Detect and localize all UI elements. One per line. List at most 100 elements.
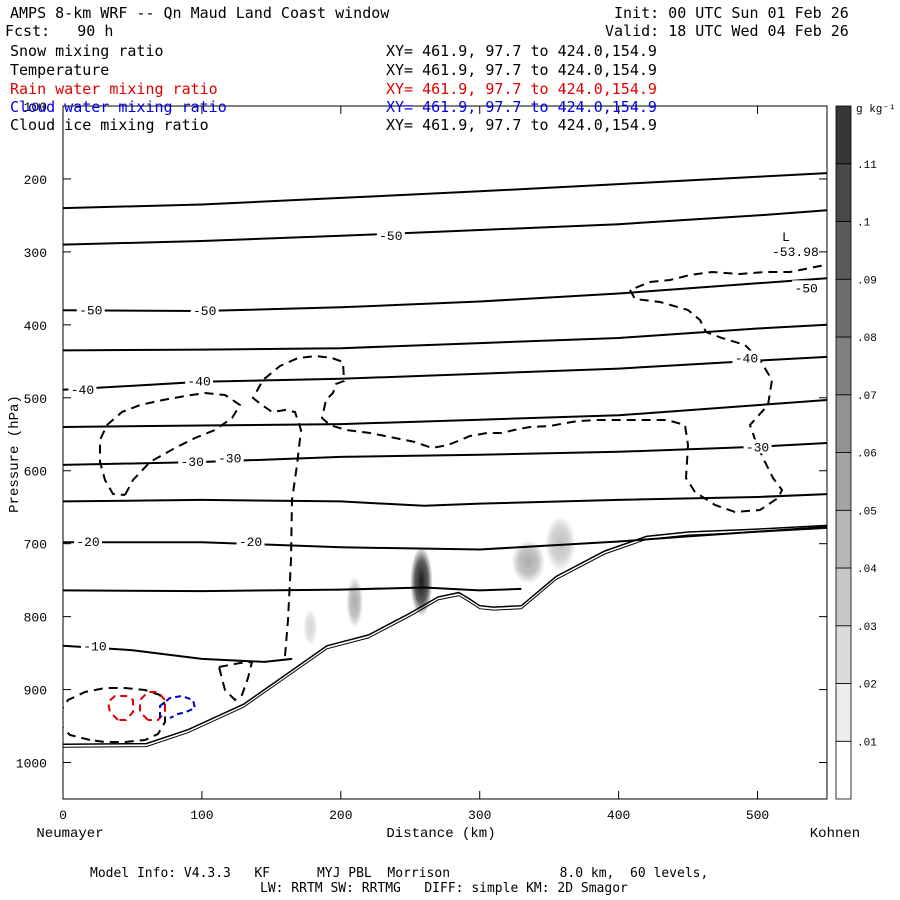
y-tick-label-600: 600 bbox=[24, 465, 47, 480]
isotherm-5 bbox=[63, 399, 827, 428]
cloud-water-contour-1 bbox=[159, 694, 197, 719]
temp-label-6: -40 bbox=[735, 351, 758, 366]
temperature-contour-labels: -50 -50 -50 -50 -40 -40 -40 -30 -30 -30 -20 -20 -10 bbox=[68, 227, 821, 655]
temp-label-4: -40 bbox=[71, 383, 94, 398]
temp-label-11: -20 bbox=[239, 535, 262, 550]
y-tick-label-400: 400 bbox=[24, 319, 47, 334]
x-right-endpoint: Kohnen bbox=[810, 826, 860, 842]
valid-time: Valid: 18 UTC Wed 04 Feb 26 bbox=[605, 22, 849, 40]
snow-shade-blob-2 bbox=[511, 540, 546, 584]
field-name-cloud-water: Cloud water mixing ratio bbox=[10, 98, 227, 116]
cloud-ice-contours bbox=[63, 264, 827, 743]
x-tick-label-400: 400 bbox=[607, 808, 630, 823]
terrain-line bbox=[63, 524, 827, 746]
field-name-snow: Snow mixing ratio bbox=[10, 42, 164, 60]
colorbar-bin-2 bbox=[835, 625, 852, 684]
colorbar-label-2: .03 bbox=[857, 622, 877, 634]
y-tick-label-300: 300 bbox=[24, 246, 47, 261]
snow-mixing-ratio-shading bbox=[303, 515, 576, 646]
temp-label-0: -50 bbox=[79, 303, 102, 318]
isotherm-0 bbox=[63, 172, 827, 210]
temp-label-9: -30 bbox=[746, 440, 769, 455]
temp-label-bg-9 bbox=[743, 439, 772, 454]
colorbar-bin-9 bbox=[835, 221, 852, 280]
field-xy-temperature: XY= 461.9, 97.7 to 424.0,154.9 bbox=[386, 61, 657, 79]
temp-label-bg-8 bbox=[215, 450, 244, 465]
chart-title: AMPS 8-km WRF -- Qn Maud Land Coast wind… bbox=[10, 4, 390, 22]
colorbar-bin-1 bbox=[835, 683, 852, 742]
plot-frame bbox=[62, 105, 828, 800]
temp-label-1: -50 bbox=[193, 304, 216, 319]
temperature-contours bbox=[63, 172, 827, 663]
isotherm-4 bbox=[63, 355, 827, 391]
y-axis-label: Pressure (hPa) bbox=[7, 395, 23, 513]
isotherm-8 bbox=[63, 525, 827, 551]
temp-label-10: -20 bbox=[76, 535, 99, 550]
y-tick-label-900: 900 bbox=[24, 684, 47, 699]
temp-label-12: -10 bbox=[83, 640, 106, 655]
terrain-outline bbox=[63, 524, 827, 748]
field-name-temperature: Temperature bbox=[10, 61, 110, 79]
isotherm-1 bbox=[63, 209, 827, 246]
temp-label-bg-7 bbox=[178, 453, 207, 468]
y-tick-label-100: 100 bbox=[24, 100, 47, 115]
colorbar-bin-4 bbox=[835, 509, 852, 569]
colorbar-bin-11 bbox=[835, 105, 852, 165]
y-tick-label-200: 200 bbox=[24, 173, 47, 188]
temp-label-7: -30 bbox=[180, 455, 203, 470]
field-xy-rain: XY= 461.9, 97.7 to 424.0,154.9 bbox=[386, 80, 657, 98]
colorbar-unit: g kg⁻¹ bbox=[856, 104, 896, 116]
y-tick-label-800: 800 bbox=[24, 611, 47, 626]
x-tick-label-500: 500 bbox=[746, 808, 769, 823]
colorbar-label-8: .09 bbox=[857, 275, 877, 287]
colorbar-bin-7 bbox=[835, 336, 852, 396]
field-xy-cloud-water: XY= 461.9, 97.7 to 424.0,154.9 bbox=[386, 98, 657, 116]
colorbar-label-6: .07 bbox=[857, 391, 877, 403]
temp-label-bg-0 bbox=[76, 302, 105, 317]
colorbar-label-1: .02 bbox=[857, 680, 877, 692]
temp-label-bg-6 bbox=[732, 350, 761, 365]
field-xy-cloud-ice: XY= 461.9, 97.7 to 424.0,154.9 bbox=[386, 116, 657, 134]
temp-label-bg-2 bbox=[376, 227, 405, 242]
snow-shade-blob-0 bbox=[410, 546, 433, 617]
isotherm-3 bbox=[63, 323, 827, 352]
model-info-line-1: Model Info: V4.3.3 KF MYJ PBL Morrison 8… bbox=[90, 866, 709, 881]
x-tick-label-300: 300 bbox=[468, 808, 491, 823]
colorbar: .01 .02 .03 .04 .05 .06 .07 .08 .09 .1 .11 bbox=[835, 105, 877, 800]
cloud-water-contours bbox=[159, 694, 197, 719]
x-axis-label: Distance (km) bbox=[386, 826, 495, 842]
field-name-cloud-ice: Cloud ice mixing ratio bbox=[10, 116, 209, 134]
cloud-ice-contour-low bbox=[218, 660, 254, 702]
colorbar-bin-8 bbox=[835, 278, 852, 338]
low-value: -53.98 bbox=[772, 245, 819, 260]
isotherm-6 bbox=[63, 442, 827, 466]
temp-label-8: -30 bbox=[218, 451, 241, 466]
colorbar-label-0: .01 bbox=[857, 737, 877, 749]
snow-shade-blob-4 bbox=[303, 609, 318, 646]
rain-water-contour-1 bbox=[106, 695, 134, 721]
rain-water-contours bbox=[106, 691, 166, 721]
forecast-hour: Fcst: 90 h bbox=[5, 22, 114, 40]
cloud-ice-contour-left bbox=[99, 391, 242, 496]
temp-label-5: -40 bbox=[187, 375, 210, 390]
x-tick-label-200: 200 bbox=[329, 808, 352, 823]
init-time: Init: 00 UTC Sun 01 Feb 26 bbox=[614, 4, 849, 22]
isotherm-9 bbox=[63, 586, 522, 593]
colorbar-label-7: .08 bbox=[857, 333, 877, 345]
temp-label-bg-3 bbox=[792, 280, 821, 295]
field-name-rain: Rain water mixing ratio bbox=[10, 80, 218, 98]
temp-label-bg-4 bbox=[68, 381, 97, 396]
cloud-ice-contour-bottom bbox=[63, 687, 166, 743]
colorbar-label-5: .06 bbox=[857, 449, 877, 461]
field-xy-snow: XY= 461.9, 97.7 to 424.0,154.9 bbox=[386, 42, 657, 60]
colorbar-bin-6 bbox=[835, 394, 852, 453]
colorbar-bin-5 bbox=[835, 452, 852, 511]
isotherm-10 bbox=[63, 644, 293, 663]
temp-label-bg-12 bbox=[80, 638, 109, 653]
colorbar-bin-3 bbox=[835, 567, 852, 627]
x-left-endpoint: Neumayer bbox=[36, 826, 103, 842]
temp-label-bg-1 bbox=[190, 302, 219, 317]
temp-label-bg-10 bbox=[74, 534, 103, 549]
